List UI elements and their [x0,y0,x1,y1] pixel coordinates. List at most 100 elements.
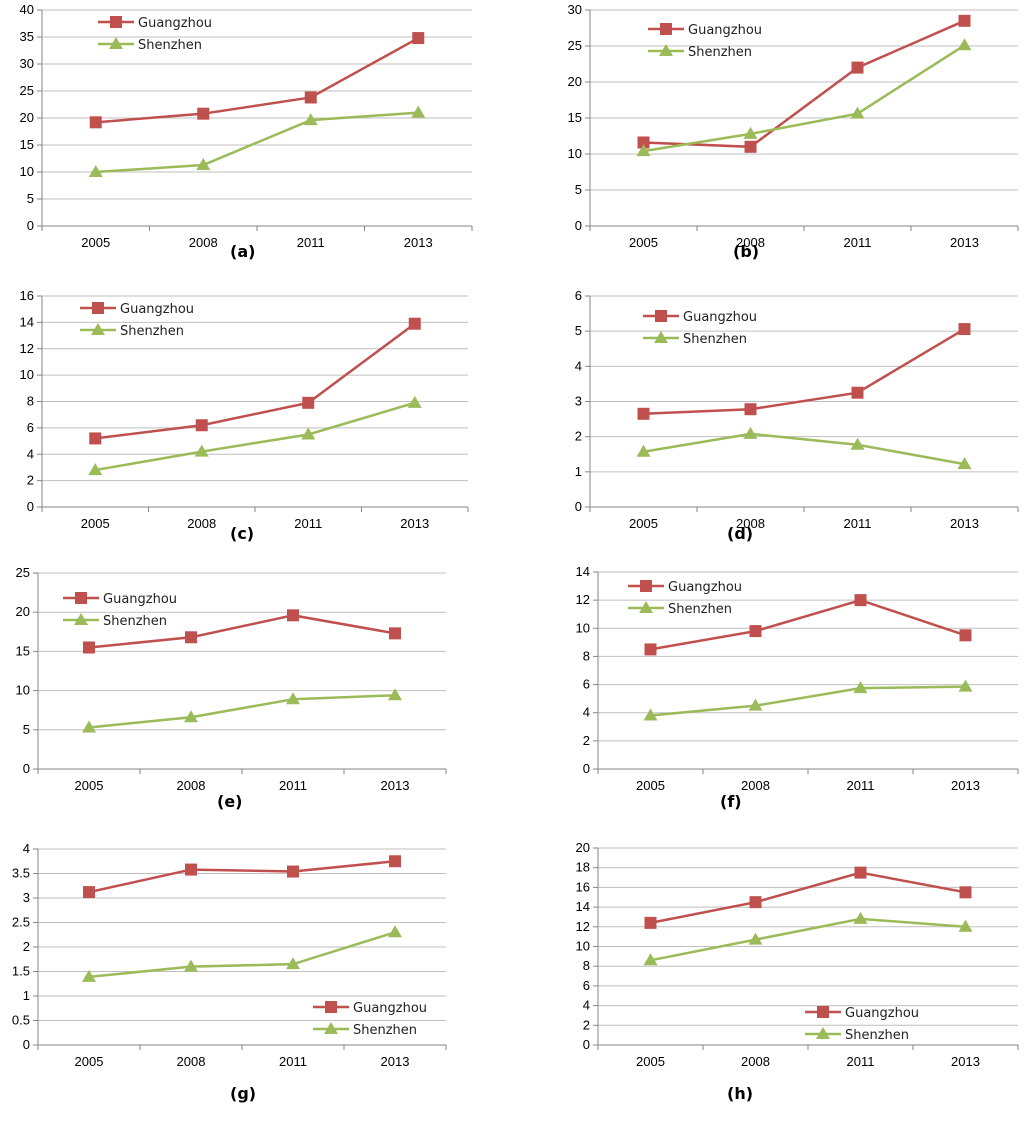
series-line-guangzhou [95,36,419,124]
y-tick-label: 2 [583,733,590,748]
series-line-shenzhen [650,685,966,717]
data-point-guangzhou [83,886,95,899]
data-point-guangzhou [854,594,867,607]
data-point-shenzhen [411,105,426,118]
x-tick-label: 2011 [847,1054,875,1069]
series-line-shenzhen [643,432,965,466]
data-point-shenzhen [743,126,758,139]
x-tick-label: 2013 [951,778,980,793]
y-tick-label: 6 [583,677,590,692]
data-point-guangzhou [389,627,401,640]
data-point-guangzhou [89,432,102,445]
series-line-guangzhou [88,860,396,894]
data-point-shenzhen [853,681,868,694]
series-line-guangzhou [88,614,396,649]
legend-label-guangzhou: Guangzhou [353,1001,427,1016]
x-tick-label: 2008 [189,235,218,250]
x-tick-label: 2011 [844,235,872,250]
data-point-guangzhou [959,629,972,642]
x-tick-label: 2011 [279,1054,307,1069]
data-point-guangzhou [958,323,971,336]
y-tick-label: 0 [575,218,582,233]
x-tick-label: 2005 [75,778,104,793]
legend-marker-shenzhen [109,37,123,49]
legend-label-guangzhou: Guangzhou [845,1006,919,1021]
y-tick-label: 4 [23,841,30,856]
x-tick-label: 2005 [629,235,658,250]
x-tick-label: 2011 [297,235,325,250]
legend-label-guangzhou: Guangzhou [138,16,212,31]
y-tick-label: 2 [575,429,582,444]
x-tick-label: 2013 [950,516,979,531]
data-point-guangzhou [89,116,102,129]
data-point-guangzhou [185,863,197,876]
data-point-guangzhou [287,865,299,878]
data-point-shenzhen [407,395,422,408]
y-tick-label: 0 [27,218,34,233]
x-tick-label: 2013 [400,516,429,531]
y-tick-label: 0 [575,499,582,514]
data-point-guangzhou [197,107,210,120]
y-tick-label: 40 [20,2,34,17]
legend-marker-guangzhou [92,302,104,314]
y-tick-label: 5 [575,323,582,338]
data-point-shenzhen [184,959,198,972]
series-line-guangzhou [95,322,416,440]
y-tick-label: 25 [20,83,34,98]
data-point-shenzhen [303,113,318,126]
y-tick-label: 10 [20,367,34,382]
data-point-guangzhou [851,386,864,399]
data-point-shenzhen [184,710,198,723]
data-point-shenzhen [82,969,96,982]
data-point-shenzhen [388,688,402,701]
data-point-guangzhou [958,14,971,27]
x-tick-label: 2013 [950,235,979,250]
series-line-guangzhou [643,327,966,416]
y-tick-label: 3 [575,394,582,409]
data-point-shenzhen [853,911,868,924]
y-tick-label: 10 [568,146,582,161]
data-point-guangzhou [389,855,401,868]
legend-marker-guangzhou [655,310,667,322]
data-point-shenzhen [301,427,316,440]
data-point-guangzhou [644,916,657,929]
data-point-shenzhen [748,932,763,945]
y-tick-label: 16 [20,288,34,303]
data-point-guangzhou [185,631,197,644]
legend-label-guangzhou: Guangzhou [103,592,177,607]
y-tick-label: 10 [576,620,590,635]
data-point-guangzhou [644,643,657,656]
y-tick-label: 3 [23,890,30,905]
data-point-shenzhen [958,919,973,932]
series-line-guangzhou [650,871,966,925]
series-line-shenzhen [650,917,966,962]
y-tick-label: 20 [576,840,590,855]
legend-marker-shenzhen [654,331,668,343]
y-tick-label: 16 [576,879,590,894]
data-point-guangzhou [637,136,650,149]
data-point-guangzhou [851,61,864,74]
y-tick-label: 5 [27,191,34,206]
data-point-shenzhen [643,953,658,966]
data-point-shenzhen [286,957,300,970]
panel-caption: (b) [733,242,760,261]
panel-caption: (c) [230,524,255,543]
data-point-shenzhen [957,457,972,470]
y-tick-label: 1.5 [12,964,30,979]
y-tick-label: 20 [20,110,34,125]
legend-marker-guangzhou [640,580,652,592]
x-tick-label: 2013 [404,235,433,250]
x-tick-label: 2008 [177,778,206,793]
y-tick-label: 1 [23,988,30,1003]
legend-label-guangzhou: Guangzhou [668,580,742,595]
data-point-shenzhen [88,165,103,177]
legend-marker-guangzhou [75,592,87,604]
x-tick-label: 2008 [187,516,216,531]
data-point-shenzhen [196,157,211,170]
panel-caption: (h) [727,1084,754,1103]
y-tick-label: 3.5 [12,866,30,881]
legend-marker-guangzhou [110,16,122,28]
